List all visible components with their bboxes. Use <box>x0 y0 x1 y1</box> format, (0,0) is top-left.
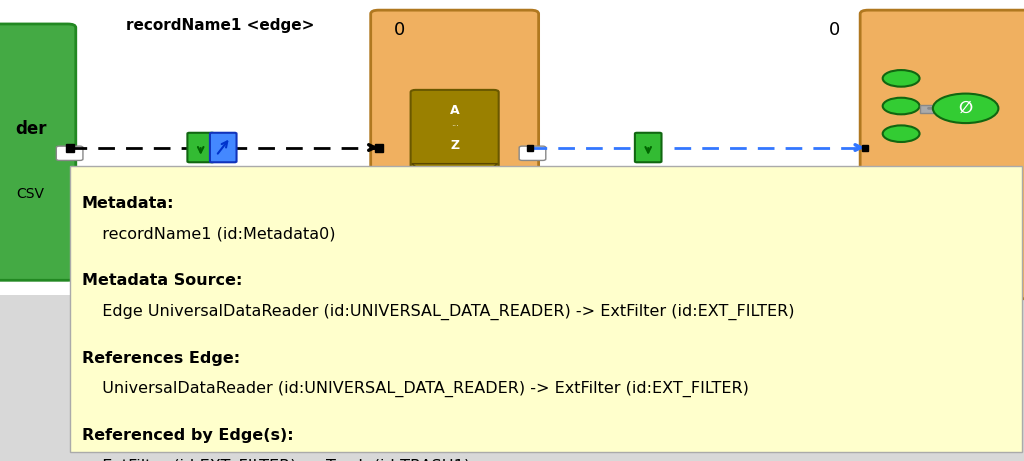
Text: ∅: ∅ <box>958 99 973 118</box>
Text: A: A <box>450 104 460 117</box>
Polygon shape <box>416 166 494 191</box>
FancyBboxPatch shape <box>70 166 1022 452</box>
FancyBboxPatch shape <box>187 133 214 162</box>
FancyBboxPatch shape <box>411 90 499 196</box>
Circle shape <box>883 125 920 142</box>
Text: Aggrega: Aggrega <box>910 268 959 281</box>
Text: ExtFilter (id:EXT_FILTER) -> Trash (id:TRASH1): ExtFilter (id:EXT_FILTER) -> Trash (id:T… <box>92 459 470 461</box>
FancyBboxPatch shape <box>0 24 76 280</box>
Text: ···: ··· <box>451 122 459 131</box>
FancyBboxPatch shape <box>519 146 546 160</box>
Text: Z: Z <box>451 139 459 152</box>
Text: der: der <box>15 120 46 138</box>
Text: Metadata Source:: Metadata Source: <box>82 273 243 289</box>
FancyBboxPatch shape <box>920 105 938 113</box>
Polygon shape <box>418 166 492 191</box>
Circle shape <box>883 98 920 114</box>
Text: recordName1 (id:Metadata0): recordName1 (id:Metadata0) <box>92 226 336 241</box>
Text: References Edge:: References Edge: <box>82 351 240 366</box>
Text: ExtSort: ExtSort <box>433 268 476 281</box>
FancyBboxPatch shape <box>0 0 1024 295</box>
Text: Referenced by Edge(s):: Referenced by Edge(s): <box>82 428 294 443</box>
Text: Metadata:: Metadata: <box>82 196 174 211</box>
Polygon shape <box>412 164 498 196</box>
Text: 0: 0 <box>394 21 404 39</box>
Text: UniversalDataReader (id:UNIVERSAL_DATA_READER) -> ExtFilter (id:EXT_FILTER): UniversalDataReader (id:UNIVERSAL_DATA_R… <box>92 381 749 397</box>
Text: Edge UniversalDataReader (id:UNIVERSAL_DATA_READER) -> ExtFilter (id:EXT_FILTER): Edge UniversalDataReader (id:UNIVERSAL_D… <box>92 304 795 320</box>
Text: recordName1 <edge>: recordName1 <edge> <box>126 18 314 33</box>
FancyBboxPatch shape <box>635 133 662 162</box>
Text: CSV: CSV <box>16 187 45 201</box>
Circle shape <box>883 70 920 87</box>
FancyBboxPatch shape <box>210 133 237 162</box>
FancyBboxPatch shape <box>860 10 1024 299</box>
FancyBboxPatch shape <box>56 146 83 160</box>
Circle shape <box>933 94 998 123</box>
Text: 0: 0 <box>829 21 840 39</box>
FancyBboxPatch shape <box>371 10 539 299</box>
